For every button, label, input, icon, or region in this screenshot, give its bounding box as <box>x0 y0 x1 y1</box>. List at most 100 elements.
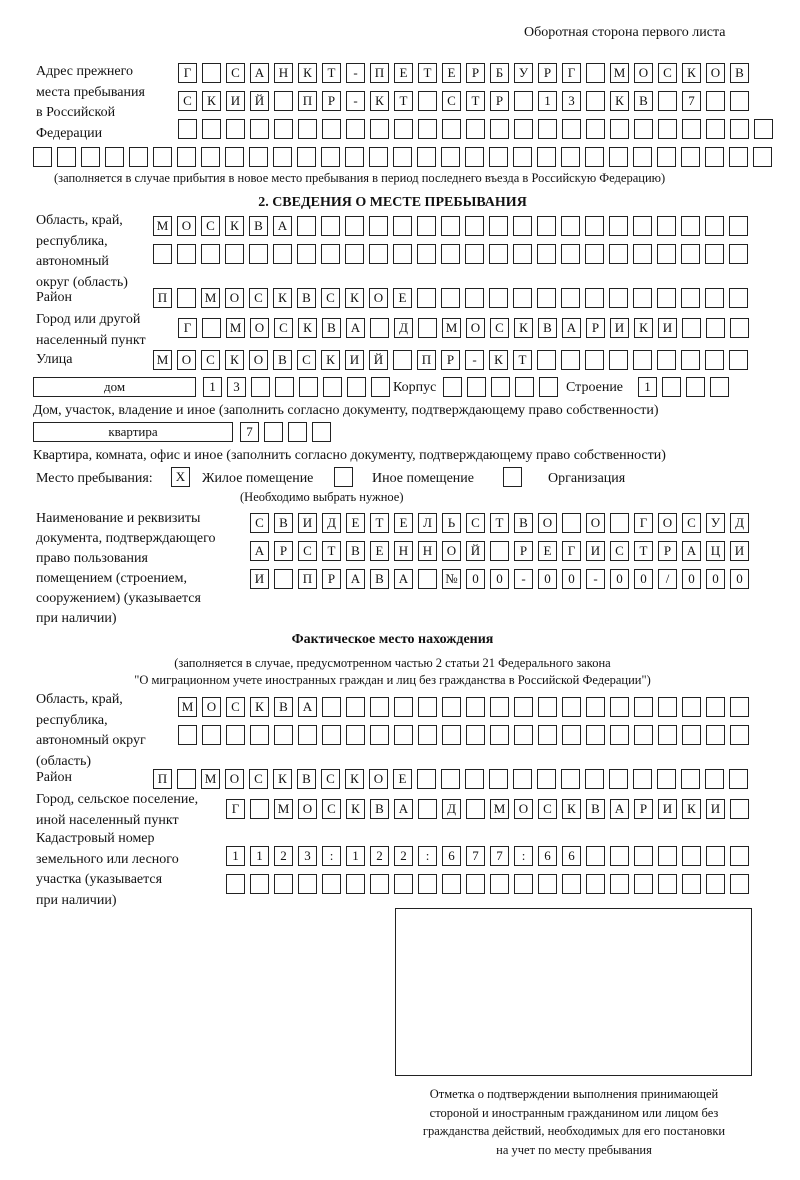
char-cell[interactable] <box>369 216 388 236</box>
char-cell[interactable]: К <box>225 216 244 236</box>
char-cell[interactable] <box>418 318 437 338</box>
char-cell[interactable]: Т <box>466 91 485 111</box>
char-cell[interactable]: К <box>682 63 701 83</box>
char-cell[interactable]: О <box>177 350 196 370</box>
char-cell[interactable]: Г <box>178 63 197 83</box>
char-cell[interactable]: Р <box>658 541 677 561</box>
char-cell[interactable]: Т <box>370 513 389 533</box>
char-cell[interactable]: К <box>273 288 292 308</box>
char-cell[interactable]: О <box>442 541 461 561</box>
char-cell[interactable]: К <box>514 318 533 338</box>
char-cell[interactable]: К <box>225 350 244 370</box>
char-cell[interactable] <box>299 377 318 397</box>
char-cell[interactable] <box>273 147 292 167</box>
char-cell[interactable] <box>682 119 701 139</box>
char-cell[interactable] <box>370 318 389 338</box>
char-cell[interactable]: О <box>298 799 317 819</box>
char-cell[interactable] <box>586 874 605 894</box>
char-cell[interactable] <box>705 147 724 167</box>
char-cell[interactable]: Р <box>466 63 485 83</box>
char-cell[interactable]: М <box>226 318 245 338</box>
char-cell[interactable] <box>586 846 605 866</box>
char-cell[interactable] <box>537 147 556 167</box>
char-cell[interactable] <box>153 147 172 167</box>
char-cell[interactable]: А <box>298 697 317 717</box>
char-cell[interactable] <box>129 147 148 167</box>
char-cell[interactable] <box>322 725 341 745</box>
char-cell[interactable] <box>465 288 484 308</box>
char-cell[interactable] <box>706 91 725 111</box>
char-cell[interactable] <box>729 350 748 370</box>
char-cell[interactable] <box>539 377 558 397</box>
char-cell[interactable]: И <box>586 541 605 561</box>
char-cell[interactable] <box>706 725 725 745</box>
char-cell[interactable] <box>658 697 677 717</box>
char-cell[interactable]: М <box>490 799 509 819</box>
char-cell[interactable] <box>441 288 460 308</box>
char-cell[interactable] <box>514 91 533 111</box>
char-cell[interactable] <box>730 91 749 111</box>
char-cell[interactable]: Е <box>393 288 412 308</box>
char-cell[interactable]: 0 <box>634 569 653 589</box>
char-cell[interactable]: Т <box>394 91 413 111</box>
char-cell[interactable] <box>177 288 196 308</box>
char-cell[interactable] <box>418 91 437 111</box>
char-cell[interactable] <box>178 725 197 745</box>
char-cell[interactable] <box>489 769 508 789</box>
char-cell[interactable] <box>347 377 366 397</box>
char-cell[interactable] <box>633 288 652 308</box>
char-cell[interactable] <box>586 63 605 83</box>
char-cell[interactable] <box>561 147 580 167</box>
char-cell[interactable]: Т <box>634 541 653 561</box>
char-cell[interactable] <box>657 350 676 370</box>
char-cell[interactable]: С <box>298 541 317 561</box>
char-cell[interactable] <box>298 119 317 139</box>
char-cell[interactable]: 6 <box>442 846 461 866</box>
char-cell[interactable] <box>610 725 629 745</box>
char-cell[interactable]: А <box>250 541 269 561</box>
char-cell[interactable] <box>705 244 724 264</box>
char-cell[interactable] <box>441 216 460 236</box>
char-cell[interactable] <box>369 147 388 167</box>
char-cell[interactable]: О <box>249 350 268 370</box>
stay-option-other-checkbox[interactable] <box>334 467 353 487</box>
char-cell[interactable] <box>490 725 509 745</box>
char-cell[interactable] <box>274 725 293 745</box>
char-cell[interactable] <box>681 350 700 370</box>
char-cell[interactable]: С <box>610 541 629 561</box>
char-cell[interactable] <box>586 697 605 717</box>
char-cell[interactable]: К <box>345 288 364 308</box>
char-cell[interactable] <box>465 216 484 236</box>
char-cell[interactable] <box>466 725 485 745</box>
char-cell[interactable] <box>561 244 580 264</box>
char-cell[interactable]: О <box>225 769 244 789</box>
char-cell[interactable] <box>393 350 412 370</box>
char-cell[interactable] <box>443 377 462 397</box>
char-cell[interactable]: В <box>322 318 341 338</box>
char-cell[interactable] <box>705 350 724 370</box>
char-cell[interactable] <box>681 216 700 236</box>
char-cell[interactable] <box>634 874 653 894</box>
char-cell[interactable] <box>730 318 749 338</box>
char-cell[interactable] <box>730 846 749 866</box>
char-cell[interactable]: С <box>226 697 245 717</box>
char-cell[interactable] <box>706 119 725 139</box>
char-cell[interactable]: С <box>297 350 316 370</box>
char-cell[interactable] <box>729 216 748 236</box>
char-cell[interactable] <box>370 697 389 717</box>
char-cell[interactable]: О <box>658 513 677 533</box>
char-cell[interactable]: А <box>250 63 269 83</box>
char-cell[interactable] <box>610 697 629 717</box>
char-cell[interactable] <box>658 725 677 745</box>
char-cell[interactable]: М <box>201 769 220 789</box>
char-cell[interactable] <box>662 377 681 397</box>
char-cell[interactable] <box>466 697 485 717</box>
char-cell[interactable]: Е <box>394 513 413 533</box>
char-cell[interactable] <box>609 288 628 308</box>
char-cell[interactable]: А <box>562 318 581 338</box>
char-cell[interactable]: Р <box>274 541 293 561</box>
char-cell[interactable] <box>537 288 556 308</box>
char-cell[interactable] <box>297 244 316 264</box>
char-cell[interactable] <box>562 725 581 745</box>
char-cell[interactable] <box>345 147 364 167</box>
